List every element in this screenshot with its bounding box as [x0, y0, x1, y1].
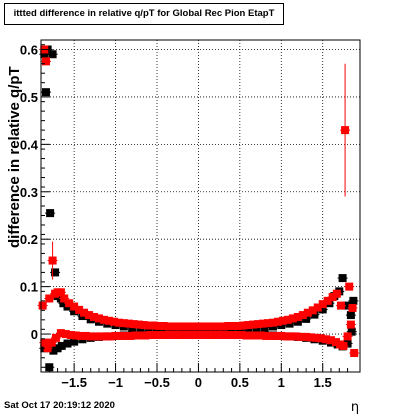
- series-1: [39, 45, 359, 372]
- data-point: [38, 301, 47, 310]
- data-point: [45, 294, 54, 303]
- data-point: [273, 317, 282, 326]
- data-point: [40, 338, 49, 347]
- data-point: [70, 337, 79, 346]
- x-tick-label: 0: [195, 375, 202, 390]
- data-point: [60, 294, 69, 303]
- data-point: [48, 50, 57, 59]
- data-point: [310, 310, 319, 319]
- data-point: [317, 334, 326, 343]
- data-point: [269, 318, 277, 327]
- data-point: [85, 311, 94, 320]
- data-point: [328, 293, 337, 302]
- data-point: [342, 301, 351, 310]
- data-point: [341, 126, 350, 135]
- data-point: [346, 320, 355, 329]
- data-point: [41, 88, 50, 97]
- data-point: [63, 339, 72, 348]
- x-tick-label: −0.5: [144, 375, 170, 390]
- x-tick-label: −1: [108, 375, 123, 390]
- x-tick-label: −1.5: [61, 375, 87, 390]
- data-point: [51, 333, 60, 342]
- data-point: [332, 289, 341, 298]
- data-point: [322, 335, 331, 344]
- data-point: [347, 327, 356, 336]
- y-tick-label: 0.1: [20, 280, 38, 295]
- y-tick-label: 0.4: [20, 137, 39, 152]
- data-point: [348, 303, 357, 312]
- data-point: [343, 332, 352, 341]
- y-axis-label: difference in relative q/pT: [6, 66, 23, 248]
- data-point: [293, 312, 302, 321]
- axes: −1.5 −1 −0.5 0 0.5 1 1.5 0 0.1 0.2 0.3 0.4 0.5 0.6: [20, 42, 349, 390]
- data-point: [345, 282, 354, 291]
- timestamp: Sat Oct 17 20:19:12 2020: [4, 400, 115, 411]
- data-markers: [37, 45, 360, 372]
- data-point: [53, 344, 62, 353]
- data-point: [48, 256, 57, 265]
- data-point: [70, 302, 79, 311]
- x-tick-label: 1.5: [314, 375, 332, 390]
- data-point: [65, 299, 74, 308]
- data-point: [278, 316, 287, 325]
- x-axis-label: η: [351, 400, 359, 414]
- data-point: [57, 341, 66, 350]
- x-tick-label: 0.5: [231, 375, 249, 390]
- data-point: [346, 311, 355, 320]
- x-tick-label: 1: [278, 375, 285, 390]
- data-point: [298, 311, 307, 320]
- data-point: [323, 296, 332, 305]
- data-point: [45, 363, 54, 372]
- data-point: [288, 314, 297, 323]
- data-point: [59, 299, 68, 308]
- data-point: [293, 317, 302, 326]
- data-point: [109, 317, 118, 326]
- data-point: [47, 338, 56, 347]
- data-point: [349, 296, 358, 305]
- chart-title: ittted difference in relative q/pT for G…: [4, 3, 284, 25]
- data-point: [95, 314, 103, 323]
- data-point: [70, 307, 79, 316]
- data-point: [56, 329, 65, 338]
- data-point: [327, 336, 335, 345]
- data-point: [56, 288, 65, 297]
- data-point: [313, 303, 322, 312]
- data-point: [283, 315, 292, 324]
- data-point: [75, 305, 84, 314]
- data-point: [318, 305, 327, 314]
- y-tick-label: 0.2: [20, 232, 38, 247]
- data-point: [61, 330, 70, 339]
- data-point: [49, 346, 58, 355]
- data-point: [99, 315, 108, 324]
- data-point: [338, 274, 347, 283]
- data-point: [43, 344, 52, 353]
- series-2: [37, 45, 360, 358]
- data-point: [343, 339, 352, 348]
- y-tick-label: 0.5: [20, 90, 38, 105]
- data-point: [308, 306, 317, 315]
- data-point: [41, 57, 50, 66]
- data-point: [90, 312, 99, 321]
- data-point: [104, 316, 113, 325]
- data-point: [51, 268, 60, 277]
- y-tick-label: 0: [31, 327, 38, 342]
- data-point: [46, 209, 55, 218]
- data-point: [303, 308, 312, 317]
- y-tick-label: 0.6: [20, 42, 38, 57]
- data-point: [339, 341, 348, 350]
- y-tick-label: 0.3: [20, 185, 38, 200]
- data-point: [80, 308, 89, 317]
- data-point: [336, 301, 345, 310]
- data-point: [331, 338, 340, 347]
- data-point: [318, 300, 327, 309]
- data-point: [350, 349, 359, 358]
- data-point: [191, 331, 200, 340]
